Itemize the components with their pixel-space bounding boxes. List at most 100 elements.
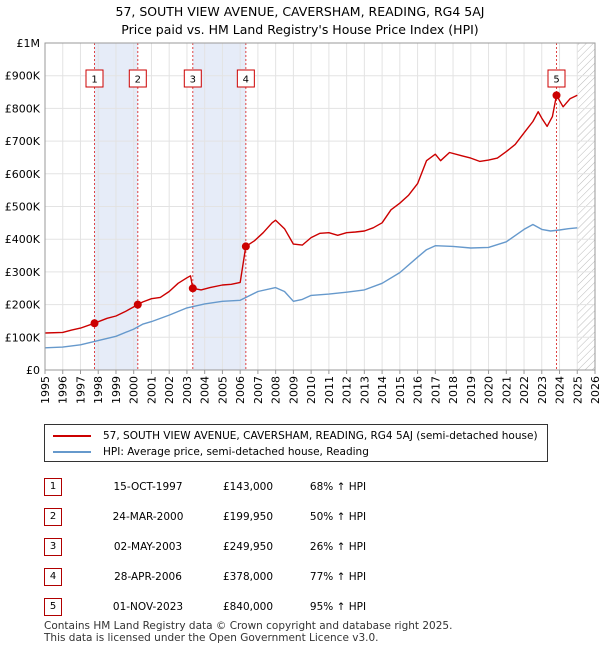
sale-number-box: 4 (44, 568, 62, 586)
sale-hpi-change: 68% ↑ HPI (309, 481, 367, 493)
chart-title: 57, SOUTH VIEW AVENUE, CAVERSHAM, READIN… (115, 4, 485, 19)
x-tick-label: 2005 (216, 376, 229, 404)
x-tick-label: 2024 (554, 376, 567, 404)
sale-number-box: 5 (44, 598, 62, 616)
sales-row: 3 02-MAY-2003 £249,950 26% ↑ HPI (44, 532, 384, 562)
sale-point-1 (90, 319, 99, 328)
y-tick-label: £900K (5, 70, 41, 83)
hpi-line (44, 223, 578, 349)
x-tick-label: 2015 (394, 376, 407, 404)
y-tick-label: £800K (5, 102, 41, 115)
sale-date: 02-MAY-2003 (113, 541, 183, 553)
x-tick-label: 1995 (39, 376, 52, 404)
x-tick-label: 2000 (128, 376, 141, 404)
sale-point-2 (133, 300, 142, 309)
chart-subtitle: Price paid vs. HM Land Registry's House … (121, 22, 479, 37)
plot-frame (44, 42, 596, 371)
x-tick-label: 2018 (447, 376, 460, 404)
sale-point-4 (241, 242, 250, 251)
x-tick-label: 2002 (163, 376, 176, 404)
footer: Contains HM Land Registry data © Crown c… (44, 620, 452, 644)
y-tick-label: £500K (5, 201, 41, 214)
x-tick-label: 2004 (199, 376, 212, 404)
sale-price: £840,000 (222, 601, 274, 613)
legend: 57, SOUTH VIEW AVENUE, CAVERSHAM, READIN… (44, 424, 548, 462)
legend-label-property: 57, SOUTH VIEW AVENUE, CAVERSHAM, READIN… (103, 430, 538, 442)
x-tick-label: 2026 (589, 376, 600, 404)
sale-price: £249,950 (222, 541, 274, 553)
sale-label-3: 3 (190, 75, 196, 86)
x-tick-label: 2014 (376, 376, 389, 404)
sale-point-5 (552, 91, 561, 100)
sale-label-box-1 (85, 69, 104, 88)
sale-date: 01-NOV-2023 (112, 601, 184, 613)
y-tick-label: £0 (26, 364, 40, 377)
sale-price: £199,950 (222, 511, 274, 523)
sales-row: 1 15-OCT-1997 £143,000 68% ↑ HPI (44, 472, 384, 502)
sale-hpi-change: 26% ↑ HPI (309, 541, 367, 553)
x-tick-label: 2021 (500, 376, 513, 404)
x-tick-label: 2025 (571, 376, 584, 404)
y-tick-label: £1M (17, 37, 41, 50)
sale-label-box-2 (128, 69, 147, 88)
x-tick-label: 1996 (57, 376, 70, 404)
sale-price: £378,000 (222, 571, 274, 583)
legend-label-hpi: HPI: Average price, semi-detached house,… (103, 446, 369, 458)
sale-label-box-5 (547, 69, 566, 88)
y-tick-label: £400K (5, 233, 41, 246)
x-tick-label: 2009 (287, 376, 300, 404)
sale-date: 24-MAR-2000 (112, 511, 184, 523)
sale-date: 28-APR-2006 (114, 571, 182, 583)
sale-number-box: 2 (44, 508, 62, 526)
sale-number: 3 (44, 532, 92, 562)
x-tick-label: 1997 (74, 376, 87, 404)
x-tick-label: 2008 (270, 376, 283, 404)
x-tick-label: 2006 (234, 376, 247, 404)
sale-hpi-change: 50% ↑ HPI (309, 511, 367, 523)
x-tick-label: 2010 (305, 376, 318, 404)
sale-label-5: 5 (553, 75, 559, 86)
sale-label-2: 2 (135, 75, 141, 86)
legend-item-property: 57, SOUTH VIEW AVENUE, CAVERSHAM, READIN… (53, 428, 538, 444)
sale-label-4: 4 (243, 75, 249, 86)
x-tick-label: 2023 (536, 376, 549, 404)
x-tick-label: 2007 (252, 376, 265, 404)
x-tick-label: 2019 (465, 376, 478, 404)
x-tick-label: 1999 (110, 376, 123, 404)
y-tick-label: £600K (5, 168, 41, 181)
footer-copyright: Contains HM Land Registry data © Crown c… (44, 620, 453, 632)
x-tick-label: 2011 (323, 376, 336, 404)
x-tick-label: 2003 (181, 376, 194, 404)
x-tick-label: 2013 (358, 376, 371, 404)
x-tick-label: 2020 (483, 376, 496, 404)
y-tick-label: £100K (5, 331, 41, 344)
sale-label-box-4 (236, 69, 255, 88)
sale-label-1: 1 (91, 75, 97, 86)
sale-date: 15-OCT-1997 (113, 481, 183, 493)
sales-row: 4 28-APR-2006 £378,000 77% ↑ HPI (44, 562, 384, 592)
sale-number-box: 1 (44, 478, 62, 496)
legend-swatch-hpi (53, 451, 91, 453)
x-tick-label: 2016 (412, 376, 425, 404)
x-tick-label: 1998 (92, 376, 105, 404)
sale-number: 4 (44, 562, 92, 592)
sale-label-box-3 (183, 69, 202, 88)
sale-hpi-change: 77% ↑ HPI (309, 571, 367, 583)
legend-item-hpi: HPI: Average price, semi-detached house,… (53, 444, 369, 460)
y-tick-label: £300K (5, 266, 41, 279)
legend-swatch-property (53, 435, 91, 437)
x-tick-label: 2022 (518, 376, 531, 404)
y-tick-label: £200K (5, 299, 41, 312)
property-price-line (44, 94, 578, 334)
sale-hpi-change: 95% ↑ HPI (309, 601, 367, 613)
sale-number-box: 3 (44, 538, 62, 556)
sale-point-3 (188, 284, 197, 293)
x-tick-label: 2012 (341, 376, 354, 404)
sale-price: £143,000 (222, 481, 274, 493)
x-tick-label: 2001 (145, 376, 158, 404)
sale-number: 2 (44, 502, 92, 532)
sale-number: 5 (44, 592, 92, 622)
sales-row: 2 24-MAR-2000 £199,950 50% ↑ HPI (44, 502, 384, 532)
sales-row: 5 01-NOV-2023 £840,000 95% ↑ HPI (44, 592, 384, 622)
price-chart: 1 2 3 4 5 £0 £100K £200K £300K £400K £500K £600K £7… (5, 37, 600, 404)
